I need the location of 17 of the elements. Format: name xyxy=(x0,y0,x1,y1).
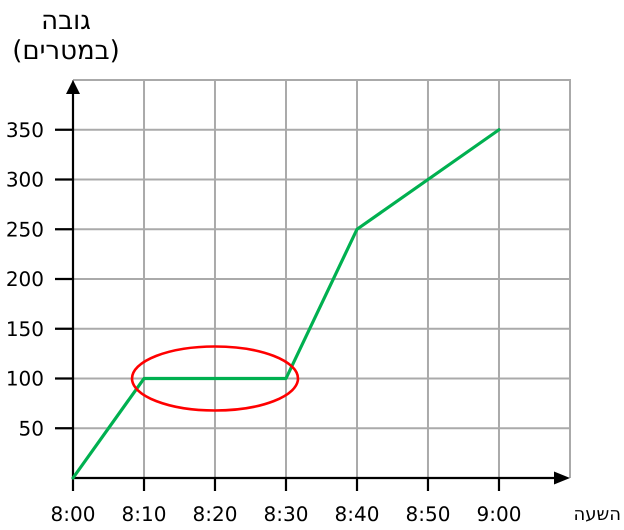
y-tick-label: 50 xyxy=(18,416,44,440)
x-tick-label: 8:20 xyxy=(192,502,238,526)
x-tick-label: 8:30 xyxy=(264,502,308,526)
y-tick-label: 200 xyxy=(6,267,44,291)
x-tick-label: 8:00 xyxy=(50,502,96,526)
y-tick-label: 100 xyxy=(6,366,44,390)
x-tick-label: 8:50 xyxy=(406,502,450,526)
x-tick-label: 8:40 xyxy=(334,502,380,526)
y-tick-label: 250 xyxy=(6,217,44,242)
y-tick-label: 300 xyxy=(6,168,44,192)
y-tick-label: 150 xyxy=(6,316,44,341)
x-axis-title: השעה xyxy=(573,504,621,526)
x-tick-label: 8:10 xyxy=(122,502,166,526)
y-tick-label: 350 xyxy=(6,118,44,142)
x-tick-label: 9:00 xyxy=(476,502,522,526)
line-series xyxy=(71,128,501,480)
y-axis-title: גובה (במטרים) xyxy=(11,6,121,66)
